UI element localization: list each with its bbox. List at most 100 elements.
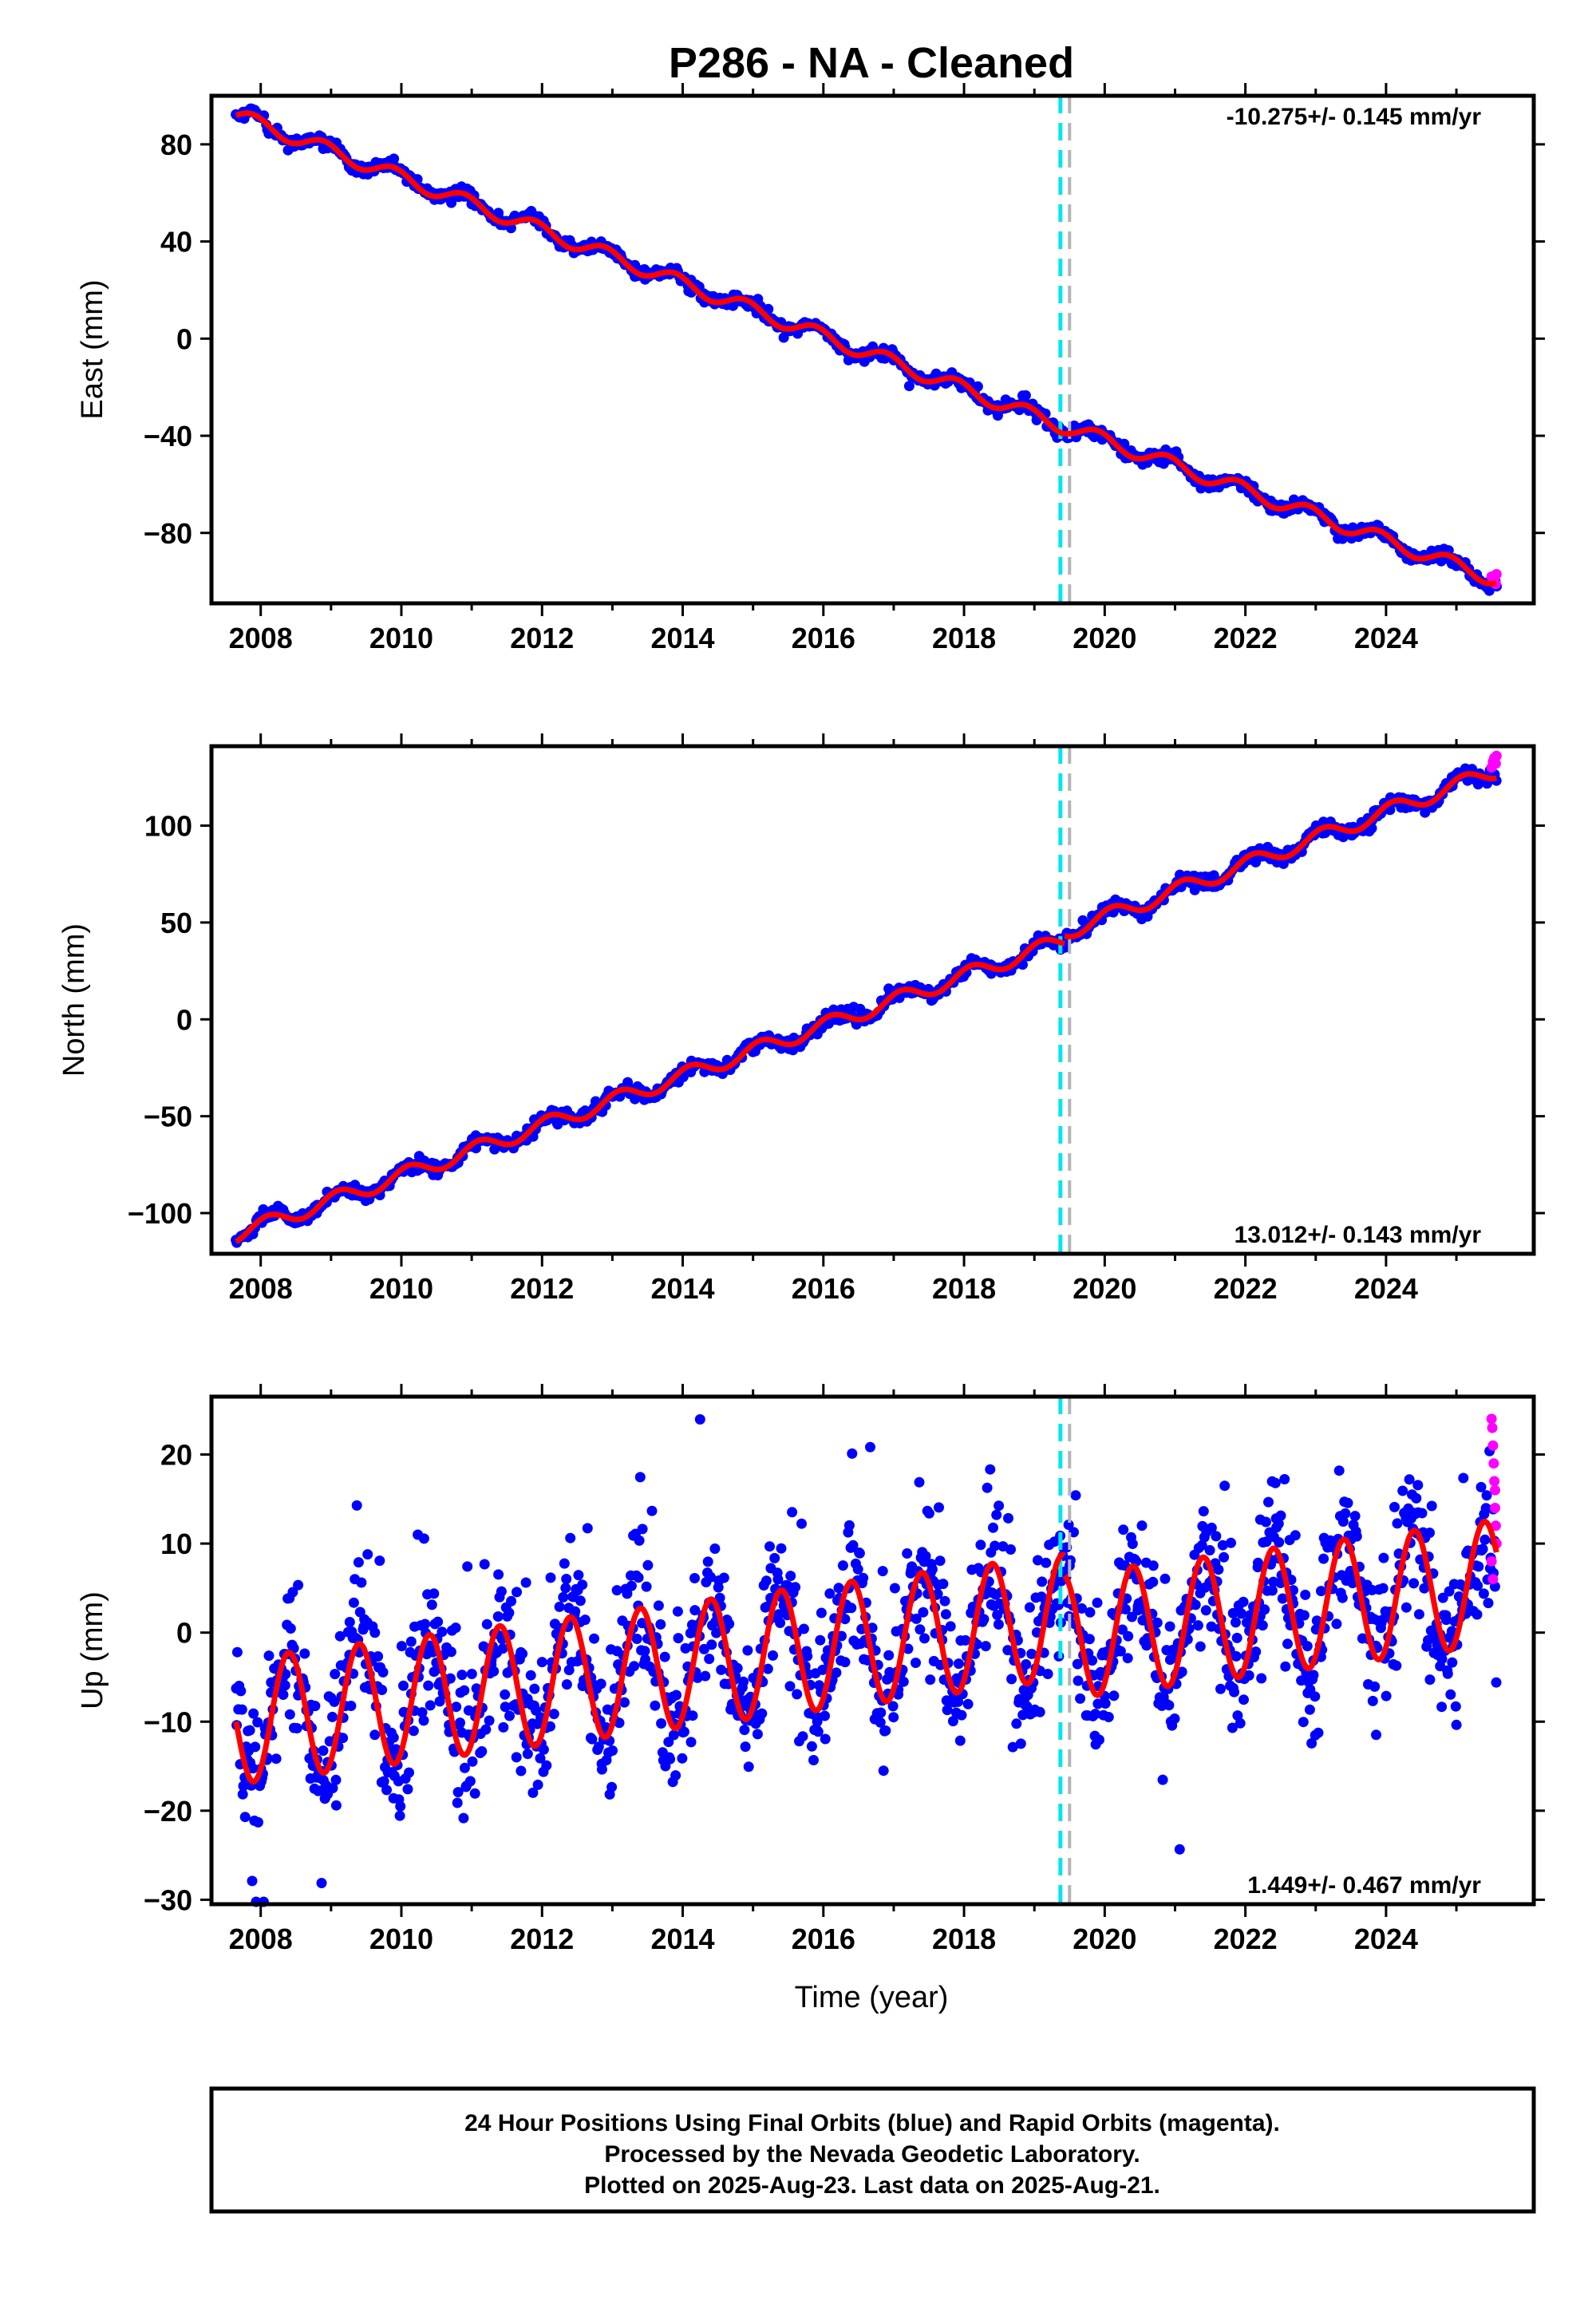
up-final-orbit-point	[1164, 1621, 1175, 1632]
up-final-orbit-point	[1411, 1492, 1422, 1504]
up-final-orbit-point	[743, 1761, 754, 1773]
up-final-orbit-point	[377, 1666, 389, 1678]
up-final-orbit-point	[253, 1816, 263, 1828]
up-final-orbit-point	[1257, 1620, 1268, 1631]
up-final-orbit-point	[956, 1709, 967, 1721]
up-final-orbit-point	[587, 1733, 598, 1745]
up-final-orbit-point	[529, 1683, 540, 1694]
up-final-orbit-point	[732, 1662, 743, 1674]
up-final-orbit-point	[338, 1733, 349, 1744]
up-final-orbit-point	[452, 1787, 464, 1798]
up-final-orbit-point	[671, 1690, 681, 1701]
up-final-orbit-point	[1308, 1670, 1319, 1681]
up-final-orbit-point	[1279, 1474, 1290, 1484]
up-final-orbit-point	[293, 1579, 304, 1591]
up-final-orbit-point	[637, 1524, 648, 1535]
up-final-orbit-point	[423, 1680, 434, 1691]
up-final-orbit-point	[812, 1726, 824, 1737]
up-final-orbit-point	[1231, 1617, 1241, 1628]
up-final-orbit-point	[1136, 1520, 1148, 1532]
up-final-orbit-point	[469, 1788, 480, 1799]
up-final-orbit-point	[847, 1448, 858, 1459]
up-final-orbit-point	[994, 1500, 1005, 1512]
x-tick-label: 2008	[229, 622, 293, 654]
y-tick-label: 0	[176, 1617, 192, 1650]
up-final-orbit-point	[1424, 1674, 1436, 1686]
up-final-orbit-point	[1316, 1586, 1326, 1597]
east-final-orbit-point	[763, 303, 774, 314]
up-final-orbit-point	[739, 1725, 750, 1736]
up-final-orbit-point	[374, 1555, 385, 1567]
up-final-orbit-point	[1021, 1659, 1032, 1670]
up-final-orbit-point	[815, 1634, 826, 1646]
up-final-orbit-point	[398, 1680, 409, 1691]
up-y-axis-title: Up (mm)	[76, 1591, 109, 1709]
up-rapid-orbit-point	[1487, 1574, 1499, 1585]
x-tick-label: 2020	[1073, 1923, 1136, 1955]
up-final-orbit-point	[504, 1607, 515, 1618]
up-final-orbit-point	[673, 1633, 684, 1644]
up-final-orbit-point	[1103, 1712, 1114, 1722]
east-panel: 2008 2010 2012 2014 2016 2018 2020 2022 2024 80 40…	[76, 83, 1545, 654]
up-final-orbit-point	[975, 1539, 986, 1551]
east-final-orbit-point	[903, 381, 915, 392]
up-final-orbit-point	[680, 1642, 691, 1654]
up-final-orbit-point	[420, 1618, 431, 1630]
up-final-orbit-point	[718, 1572, 729, 1583]
up-final-orbit-point	[1157, 1774, 1168, 1785]
up-final-orbit-point	[476, 1746, 488, 1757]
up-final-orbit-point	[1408, 1578, 1420, 1589]
up-final-orbit-point	[898, 1676, 909, 1687]
up-final-orbit-point	[878, 1765, 889, 1777]
up-final-orbit-point	[762, 1663, 773, 1674]
up-final-orbit-point	[1275, 1510, 1286, 1521]
up-final-orbit-point	[1084, 1634, 1095, 1645]
up-final-orbit-point	[1377, 1583, 1389, 1594]
up-final-orbit-point	[1127, 1539, 1138, 1549]
up-final-orbit-point	[369, 1627, 381, 1638]
up-final-orbit-point	[775, 1618, 786, 1628]
up-final-orbit-point	[677, 1753, 688, 1764]
up-final-orbit-point	[458, 1812, 469, 1824]
up-final-orbit-point	[824, 1588, 836, 1599]
up-final-orbit-point	[284, 1709, 295, 1720]
up-final-orbit-point	[1005, 1544, 1016, 1555]
east-model-curve	[234, 110, 1067, 437]
east-model-curve	[1062, 426, 1499, 587]
up-final-orbit-point	[351, 1500, 362, 1511]
up-final-orbit-point	[532, 1779, 543, 1790]
up-final-orbit-point	[1304, 1704, 1315, 1715]
up-final-orbit-point	[263, 1650, 275, 1662]
up-final-orbit-point	[560, 1583, 571, 1594]
up-final-orbit-point	[444, 1673, 456, 1684]
north-model-curve	[1062, 771, 1499, 940]
x-tick-label: 2008	[229, 1272, 293, 1305]
north-axis-ticks: 2008 2010 2012 2014 2016 2018 2020 2022 2024 100 5…	[128, 733, 1545, 1305]
up-final-orbit-point	[506, 1595, 517, 1607]
up-final-orbit-point	[631, 1634, 642, 1644]
up-final-orbit-point	[1342, 1497, 1353, 1508]
east-y-axis-title: East (mm)	[76, 279, 109, 419]
up-final-orbit-point	[1298, 1717, 1309, 1728]
up-final-orbit-point	[837, 1560, 848, 1571]
up-final-orbit-point	[797, 1731, 808, 1742]
north-rate-label: 13.012+/- 0.143 mm/yr	[1235, 1222, 1482, 1248]
up-final-orbit-point	[1163, 1700, 1175, 1711]
up-final-orbit-point	[287, 1587, 298, 1598]
up-final-orbit-point	[1458, 1472, 1469, 1484]
north-panel: 2008 2010 2012 2014 2016 2018 2020 2022 2024 100 5…	[57, 733, 1545, 1305]
up-final-orbit-point	[463, 1705, 474, 1716]
up-final-orbit-point	[923, 1508, 934, 1519]
up-final-orbit-point	[1337, 1592, 1348, 1603]
east-plot-frame	[209, 93, 1536, 606]
up-final-orbit-point	[716, 1664, 727, 1675]
up-final-orbit-point	[492, 1611, 504, 1622]
up-final-orbit-point	[940, 1609, 951, 1620]
up-final-orbit-point	[1256, 1673, 1267, 1684]
up-final-orbit-point	[953, 1658, 964, 1670]
up-final-orbit-point	[589, 1633, 599, 1644]
up-final-orbit-point	[1349, 1511, 1361, 1522]
y-tick-label: 20	[160, 1439, 192, 1472]
up-final-orbit-point	[496, 1586, 507, 1597]
